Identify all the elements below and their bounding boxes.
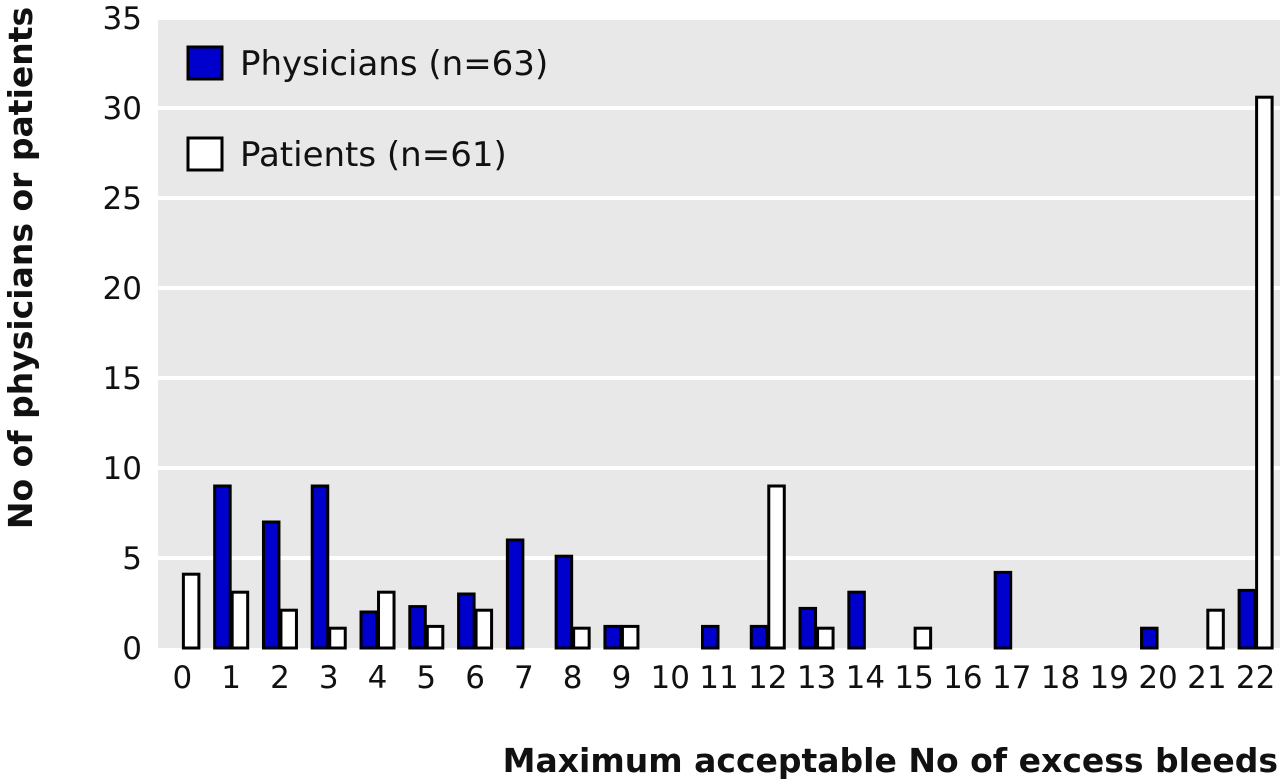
bar-patients <box>620 624 640 650</box>
x-tick-label: 2 <box>270 660 290 696</box>
bar-patients <box>816 626 835 650</box>
x-tick-label: 20 <box>1138 660 1177 696</box>
x-tick-label: 3 <box>319 660 339 696</box>
y-tick-label: 20 <box>103 271 142 307</box>
x-tick-label: 13 <box>797 660 836 696</box>
legend-swatch-patients <box>186 136 224 172</box>
bar-patients <box>279 608 298 650</box>
x-tick-label: 0 <box>173 660 193 696</box>
y-tick-label: 25 <box>103 181 142 217</box>
bars <box>181 95 1274 650</box>
bar-physicians <box>310 484 330 650</box>
bar-physicians <box>554 554 574 650</box>
plot-background <box>158 18 1280 648</box>
x-tick-label: 18 <box>1041 660 1080 696</box>
legend-swatch-physicians <box>186 45 224 81</box>
legend-label-physicians: Physicians (n=63) <box>240 44 548 84</box>
y-tick-label: 15 <box>103 361 142 397</box>
legend-label-patients: Patients (n=61) <box>240 135 507 175</box>
x-tick-label: 21 <box>1187 660 1226 696</box>
bar-physicians <box>359 610 379 650</box>
x-tick-label: 19 <box>1090 660 1129 696</box>
y-tick-label: 30 <box>103 91 142 127</box>
bar-patients <box>181 572 201 650</box>
x-tick-label: 9 <box>612 660 632 696</box>
y-tick-label: 5 <box>122 541 142 577</box>
bar-physicians <box>505 538 525 650</box>
bar-patients <box>767 484 786 650</box>
bar-patients <box>230 590 250 650</box>
bar-patients <box>474 608 494 650</box>
bar-physicians <box>993 570 1013 650</box>
bar-patients <box>1255 95 1274 650</box>
y-tick-label: 10 <box>103 451 142 487</box>
bar-patients <box>377 590 396 650</box>
y-tick-label: 0 <box>122 631 142 667</box>
x-tick-label: 14 <box>846 660 885 696</box>
bar-physicians <box>749 624 769 650</box>
x-tick-label: 17 <box>992 660 1031 696</box>
x-tick-label: 15 <box>894 660 933 696</box>
x-tick-label: 1 <box>221 660 241 696</box>
x-tick-label: 12 <box>748 660 787 696</box>
y-axis-title: No of physicians or patients <box>1 7 40 529</box>
x-axis-title: Maximum acceptable No of excess bleeds <box>503 741 1278 780</box>
x-tick-label: 11 <box>699 660 738 696</box>
bar-patients <box>913 626 933 650</box>
bar-physicians <box>408 605 427 650</box>
x-tick-label: 6 <box>465 660 485 696</box>
bar-patients <box>1206 608 1225 650</box>
x-tick-label: 8 <box>563 660 583 696</box>
bar-patients <box>572 626 591 650</box>
bar-physicians <box>261 520 281 650</box>
bar-physicians <box>1140 626 1159 650</box>
bar-physicians <box>213 484 232 650</box>
bar-physicians <box>603 624 622 650</box>
x-tick-label: 5 <box>416 660 436 696</box>
x-tick-label: 22 <box>1236 660 1275 696</box>
bar-patients <box>425 624 445 650</box>
legend: Physicians (n=63) Patients (n=61) <box>186 44 548 175</box>
x-tick-label: 16 <box>943 660 982 696</box>
gridlines <box>158 16 1280 560</box>
y-tick-labels: 0 5 10 15 20 25 30 35 <box>103 1 142 667</box>
x-tick-labels: 0 1 2 3 4 5 6 7 8 9 10 11 12 13 14 15 16 17 18 19 20 21 22 <box>173 660 1276 696</box>
x-tick-label: 4 <box>368 660 388 696</box>
y-tick-label: 35 <box>103 1 142 37</box>
bar-physicians <box>847 590 866 650</box>
bar-physicians <box>798 606 818 650</box>
bar-physicians <box>1237 588 1257 650</box>
bar-physicians <box>701 624 720 650</box>
x-tick-label: 7 <box>514 660 534 696</box>
bar-physicians <box>457 592 476 650</box>
x-tick-label: 10 <box>650 660 689 696</box>
bar-patients <box>328 626 347 650</box>
